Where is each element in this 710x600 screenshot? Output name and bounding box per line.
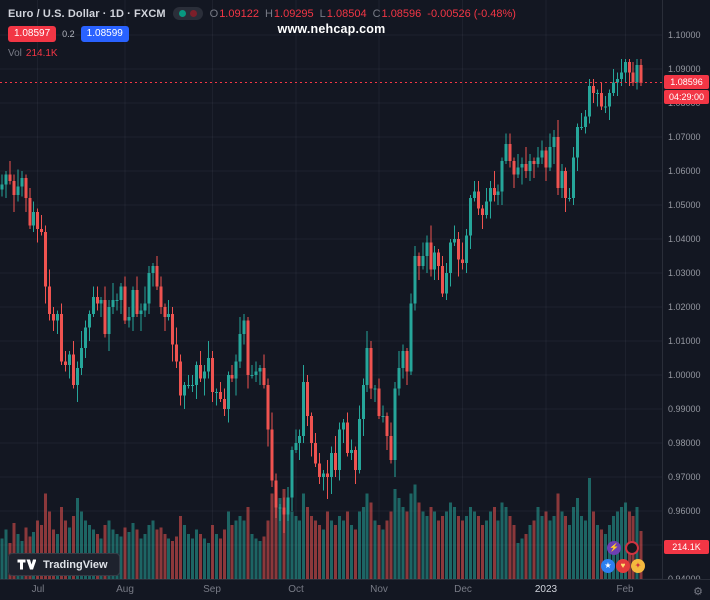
price-axis-label: 1.00000	[668, 370, 701, 380]
chart-svg	[0, 0, 663, 580]
price-axis-label: 1.05000	[668, 200, 701, 210]
time-axis-label: Aug	[116, 584, 134, 595]
chart-legend: Euro / U.S. Dollar · 1D · FXCM O1.09122 …	[8, 7, 516, 59]
close-value: C1.08596	[372, 7, 422, 20]
tradingview-logo-text: TradingView	[43, 558, 108, 571]
time-axis-label: Feb	[616, 584, 634, 595]
candles	[0, 58, 643, 534]
axis-settings-gear-icon[interactable]: ⚙	[693, 586, 703, 598]
volume-bars	[0, 477, 643, 580]
price-axis[interactable]: 1.10000 1.09000 1.08000 1.07000 1.06000 1.050…	[662, 0, 710, 584]
site-badge-icons[interactable]: ⚡ ★ ♥ ✦	[601, 541, 655, 575]
ring-sticker-icon[interactable]	[625, 541, 639, 555]
price-axis-label: 1.01000	[668, 336, 701, 346]
time-axis-label: Dec	[454, 584, 472, 595]
up-color-dot-icon	[178, 10, 186, 17]
time-axis-label: Sep	[203, 584, 221, 595]
tradingview-logo-icon	[17, 559, 36, 570]
time-axis[interactable]: Jul Aug Sep Oct Nov Dec 2023 Feb	[0, 579, 710, 600]
time-axis-label: Nov	[370, 584, 388, 595]
price-axis-label: 0.96000	[668, 506, 701, 516]
buy-price-button[interactable]: 1.08599	[80, 26, 129, 42]
site-watermark: www.nehcap.com	[277, 22, 386, 36]
price-axis-label: 1.09000	[668, 64, 701, 74]
price-axis-label: 0.98000	[668, 438, 701, 448]
down-color-dot-icon	[189, 10, 197, 17]
star-sticker-icon[interactable]: ★	[601, 559, 615, 573]
heart-sticker-icon[interactable]: ♥	[616, 559, 630, 573]
price-axis-label: 1.07000	[668, 132, 701, 142]
price-axis-label: 0.95000	[668, 540, 701, 550]
lightning-sticker-icon[interactable]: ⚡	[607, 541, 621, 555]
low-value: L1.08504	[319, 7, 367, 20]
time-axis-label: 2023	[534, 584, 558, 595]
series-visibility-pill[interactable]	[172, 7, 203, 20]
price-axis-label: 1.04000	[668, 234, 701, 244]
time-axis-label: Oct	[288, 584, 304, 595]
time-axis-label: Jul	[31, 584, 45, 595]
change-value: -0.00526 (-0.48%)	[427, 7, 516, 20]
volume-label: Vol	[8, 48, 22, 59]
high-value: H1.09295	[264, 7, 314, 20]
volume-value: 214.1K	[25, 48, 58, 59]
price-axis-label: 1.06000	[668, 166, 701, 176]
sell-price-button[interactable]: 1.08597	[8, 26, 57, 42]
spark-sticker-icon[interactable]: ✦	[631, 559, 645, 573]
symbol-title[interactable]: Euro / U.S. Dollar · 1D · FXCM	[8, 7, 166, 20]
price-axis-label: 1.10000	[668, 30, 701, 40]
price-axis-label: 1.02000	[668, 302, 701, 312]
open-value: O1.09122	[209, 7, 259, 20]
candlestick-chart[interactable]	[0, 0, 663, 580]
ohlc-values: O1.09122 H1.09295 L1.08504 C1.08596 -0.0…	[210, 8, 516, 20]
price-axis-label: 0.99000	[668, 404, 701, 414]
tradingview-logo-link[interactable]: TradingView	[8, 553, 120, 576]
volume-legend: Vol 214.1K	[8, 48, 516, 59]
price-axis-label: 1.03000	[668, 268, 701, 278]
spread-value: 0.2	[62, 29, 75, 39]
price-axis-label: 1.08000	[668, 98, 701, 108]
price-axis-label: 0.97000	[668, 472, 701, 482]
